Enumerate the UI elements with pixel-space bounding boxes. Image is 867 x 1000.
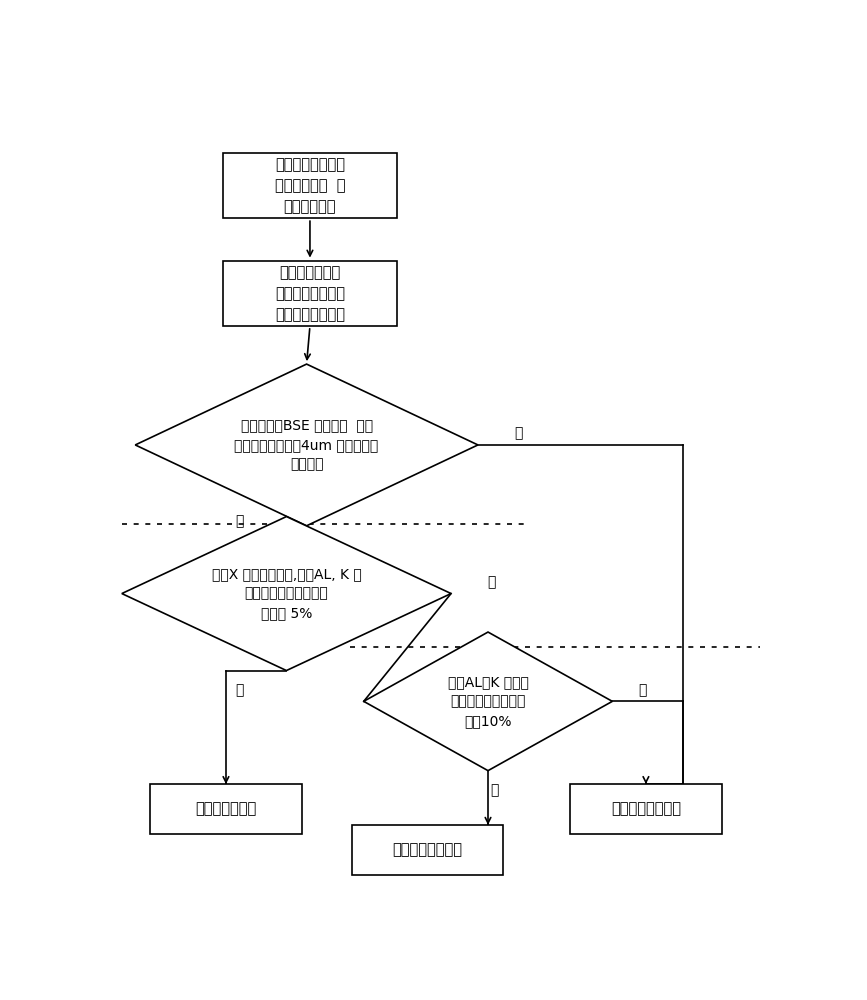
- Text: 取水泥粉末与环氧
树脂混合搅拌  养
护后形成试块: 取水泥粉末与环氧 树脂混合搅拌 养 护后形成试块: [275, 157, 345, 214]
- Text: 该批水泥未失效: 该批水泥未失效: [195, 802, 257, 817]
- Bar: [223, 153, 397, 218]
- Text: 对样品进行BSE 扫描观察  判断
是否出现长度大于4um 的针状晶体
结构聚集: 对样品进行BSE 扫描观察 判断 是否出现长度大于4um 的针状晶体 结构聚集: [234, 418, 379, 471]
- Text: 是: 是: [638, 683, 647, 697]
- Text: 否: 否: [235, 514, 244, 528]
- Text: 否: 否: [235, 683, 244, 697]
- Polygon shape: [364, 632, 612, 771]
- Bar: [223, 261, 397, 326]
- Text: 是: 是: [514, 426, 523, 440]
- Text: 该批水泥完全失效: 该批水泥完全失效: [611, 802, 681, 817]
- Text: 该批水泥开始失效: 该批水泥开始失效: [393, 842, 462, 857]
- Text: 进行X 射线能谱分析,判断AL, K 元
素氧化物的含量总和是
否超过 5%: 进行X 射线能谱分析,判断AL, K 元 素氧化物的含量总和是 否超过 5%: [212, 567, 362, 620]
- Text: 取水泥试块切割
打磨、抛光、镀金
制成水泥检测样品: 取水泥试块切割 打磨、抛光、镀金 制成水泥检测样品: [275, 265, 345, 322]
- Bar: [352, 825, 503, 875]
- Text: 是: 是: [487, 575, 496, 589]
- Bar: [570, 784, 721, 834]
- Polygon shape: [121, 517, 451, 671]
- Text: 判断AL，K 元素氧
化物的含量总和是否
超过10%: 判断AL，K 元素氧 化物的含量总和是否 超过10%: [447, 675, 529, 728]
- Bar: [150, 784, 302, 834]
- Polygon shape: [135, 364, 478, 526]
- Text: 否: 否: [491, 783, 499, 797]
